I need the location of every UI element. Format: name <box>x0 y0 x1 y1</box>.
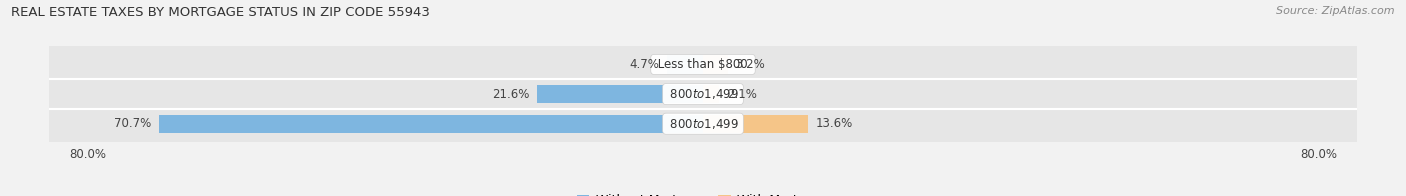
Bar <box>159 114 703 133</box>
Text: $800 to $1,499: $800 to $1,499 <box>666 87 740 101</box>
Text: Source: ZipAtlas.com: Source: ZipAtlas.com <box>1277 6 1395 16</box>
Text: $800 to $1,499: $800 to $1,499 <box>666 117 740 131</box>
Bar <box>703 55 728 74</box>
Text: 3.2%: 3.2% <box>735 58 765 71</box>
Bar <box>49 46 1357 83</box>
Bar <box>49 105 1357 142</box>
Bar <box>666 55 703 74</box>
Text: REAL ESTATE TAXES BY MORTGAGE STATUS IN ZIP CODE 55943: REAL ESTATE TAXES BY MORTGAGE STATUS IN … <box>11 6 430 19</box>
Bar <box>537 85 703 103</box>
Bar <box>703 85 718 103</box>
Text: 70.7%: 70.7% <box>114 117 152 130</box>
Text: Less than $800: Less than $800 <box>654 58 752 71</box>
Text: 13.6%: 13.6% <box>815 117 852 130</box>
Bar <box>703 114 807 133</box>
Bar <box>49 76 1357 113</box>
Text: 21.6%: 21.6% <box>492 88 529 101</box>
Text: 4.7%: 4.7% <box>630 58 659 71</box>
Legend: Without Mortgage, With Mortgage: Without Mortgage, With Mortgage <box>572 189 834 196</box>
Text: 2.1%: 2.1% <box>727 88 756 101</box>
